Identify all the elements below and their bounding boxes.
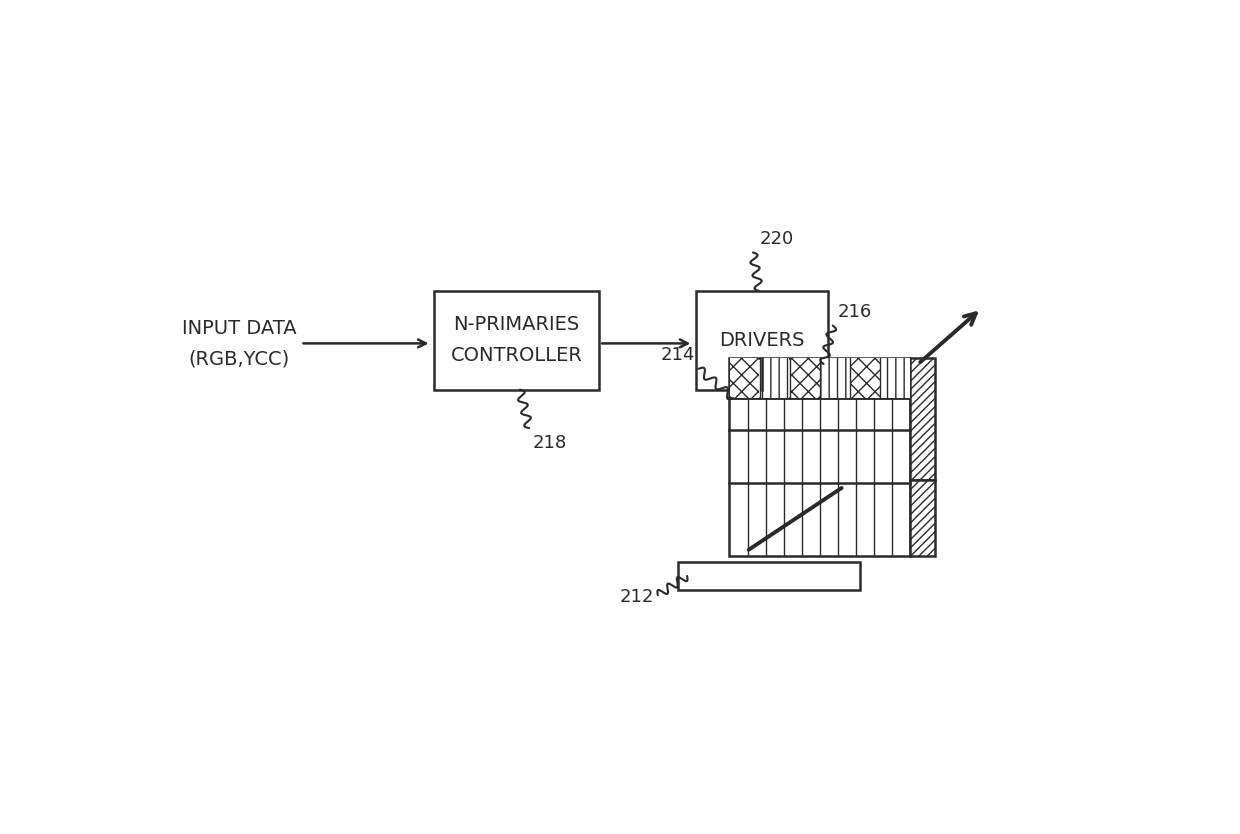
Text: 220: 220 xyxy=(759,230,794,248)
Text: N-PRIMARIES: N-PRIMARIES xyxy=(454,315,579,334)
Bar xyxy=(910,358,935,480)
Text: 214: 214 xyxy=(661,346,694,364)
Bar xyxy=(760,359,790,398)
Text: CONTROLLER: CONTROLLER xyxy=(450,346,583,365)
Text: INPUT DATA: INPUT DATA xyxy=(181,319,296,338)
Bar xyxy=(790,359,820,398)
Bar xyxy=(729,398,910,556)
Bar xyxy=(696,291,828,389)
Bar xyxy=(880,359,910,398)
Bar xyxy=(434,291,599,389)
Text: 212: 212 xyxy=(620,588,653,605)
Bar xyxy=(851,359,880,398)
Text: 216: 216 xyxy=(837,303,872,321)
Text: DRIVERS: DRIVERS xyxy=(719,331,805,349)
Bar xyxy=(730,359,759,398)
Bar xyxy=(910,480,935,556)
Bar xyxy=(729,358,910,398)
Bar xyxy=(821,359,849,398)
Text: 218: 218 xyxy=(533,435,567,452)
Bar xyxy=(678,562,861,590)
Text: (RGB,YCC): (RGB,YCC) xyxy=(188,349,290,369)
